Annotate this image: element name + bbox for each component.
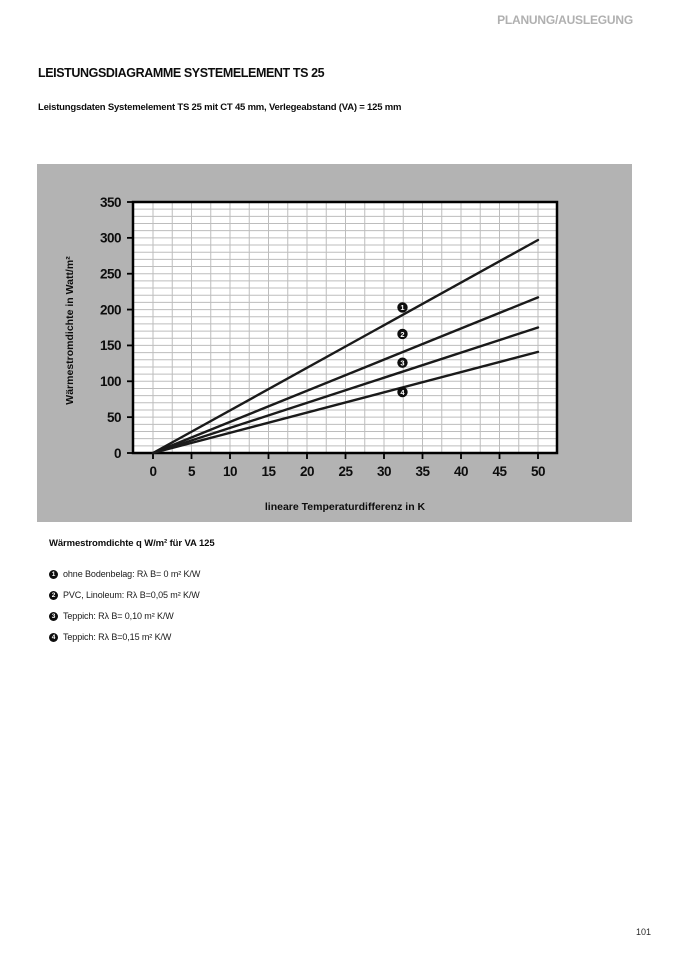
x-tick-label: 40 <box>454 464 468 479</box>
series-line-3 <box>151 326 540 455</box>
legend-item: 4 Teppich: Rλ B=0,15 m² K/W <box>49 632 449 643</box>
series-marker-digit-3: 3 <box>400 358 404 367</box>
y-tick-label: 150 <box>100 338 121 353</box>
y-tick-label: 250 <box>100 267 121 282</box>
numbered-circle-icon: 2 <box>49 591 58 600</box>
x-tick-label: 35 <box>415 464 430 479</box>
series-marker-icon-4 <box>397 386 408 398</box>
x-tick-label: 10 <box>223 464 237 479</box>
y-tick-label: 50 <box>107 410 121 425</box>
page-subtitle: Leistungsdaten Systemelement TS 25 mit C… <box>38 102 402 113</box>
y-tick-label: 100 <box>100 374 121 389</box>
numbered-circle-icon: 4 <box>49 633 58 642</box>
x-tick-label: 15 <box>261 464 276 479</box>
legend-item-text: Teppich: Rλ B= 0,10 m² K/W <box>63 611 174 621</box>
series-marker-digit-1: 1 <box>400 303 404 312</box>
x-tick-label: 50 <box>531 464 545 479</box>
x-tick-label: 45 <box>492 464 507 479</box>
x-tick-label: 30 <box>377 464 391 479</box>
legend-item-text: PVC, Linoleum: Rλ B=0,05 m² K/W <box>63 590 200 600</box>
series-marker-digit-4: 4 <box>400 388 405 397</box>
series-line-4 <box>151 350 540 455</box>
y-axis-title: Wärmestromdichte in Watt/m² <box>64 256 76 405</box>
legend-item: 1 ohne Bodenbelag: Rλ B= 0 m² K/W <box>49 569 449 580</box>
page-header-label: PLANUNG/AUSLEGUNG <box>497 13 633 27</box>
y-tick-label: 200 <box>100 302 121 317</box>
x-tick-label: 20 <box>300 464 314 479</box>
legend-item-text: Teppich: Rλ B=0,15 m² K/W <box>63 632 172 642</box>
y-tick-label: 0 <box>114 446 121 461</box>
x-tick-label: 25 <box>338 464 353 479</box>
numbered-circle-icon: 1 <box>49 570 58 579</box>
series-marker-icon-3 <box>397 357 408 368</box>
x-tick-label: 0 <box>149 464 156 479</box>
chart-panel: 0 5 10 15 20 25 30 35 40 45 50 0 50 100 150 200 250 300 35… <box>37 164 632 522</box>
legend-item: 2 PVC, Linoleum: Rλ B=0,05 m² K/W <box>49 590 449 601</box>
x-tick-label: 5 <box>188 464 196 479</box>
series-marker-icon-2 <box>397 328 408 340</box>
x-axis-title: lineare Temperaturdifferenz in K <box>265 501 426 513</box>
y-tick-label: 300 <box>100 231 121 246</box>
y-tick-label: 350 <box>100 195 121 210</box>
page-title: LEISTUNGSDIAGRAMME SYSTEMELEMENT TS 25 <box>38 66 325 80</box>
chart-legend: Wärmestromdichte q W/m² für VA 125 1 ohn… <box>49 538 449 653</box>
series-line-2 <box>151 296 540 455</box>
legend-item-text: ohne Bodenbelag: Rλ B= 0 m² K/W <box>63 569 201 579</box>
page-number: 101 <box>635 927 651 937</box>
series-marker-digit-2: 2 <box>400 330 404 339</box>
performance-chart: 0 5 10 15 20 25 30 35 40 45 50 0 50 100 150 200 250 300 35… <box>64 195 559 513</box>
series-marker-icon-1 <box>397 302 408 313</box>
legend-item: 3 Teppich: Rλ B= 0,10 m² K/W <box>49 611 449 622</box>
legend-heading: Wärmestromdichte q W/m² für VA 125 <box>49 538 215 549</box>
numbered-circle-icon: 3 <box>49 612 58 621</box>
series-line-1 <box>151 238 540 455</box>
